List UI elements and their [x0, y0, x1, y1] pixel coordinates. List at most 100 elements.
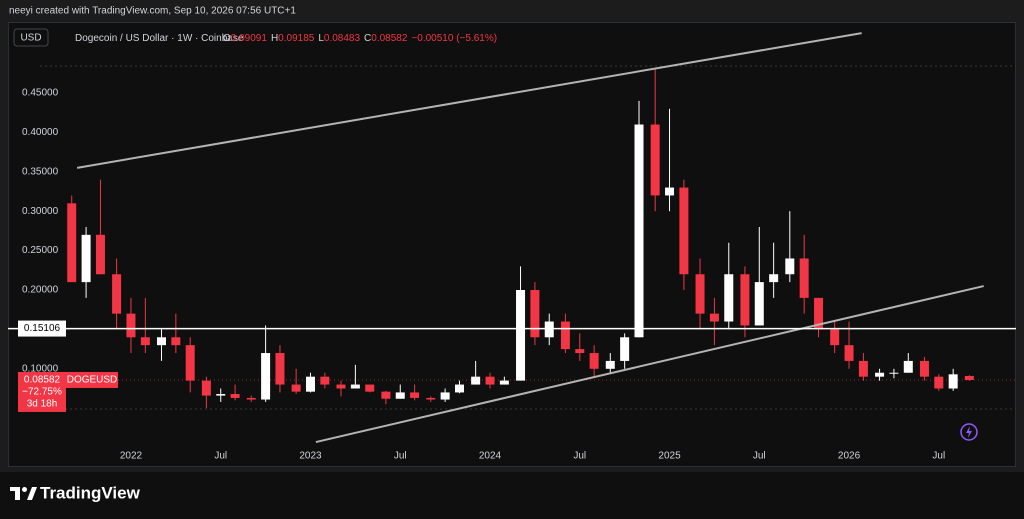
- symbol-label-box: [66, 371, 118, 388]
- candle-body: [695, 274, 705, 314]
- candle-body: [814, 297, 824, 330]
- price-label-box: [18, 371, 66, 412]
- candle-body: [246, 397, 256, 400]
- x-tick-label: Jul: [753, 451, 766, 462]
- candle-body: [560, 321, 570, 350]
- y-tick-label: 0.10000: [22, 363, 59, 374]
- candle-body: [650, 124, 660, 196]
- horizontal-line-label-box: [18, 320, 66, 337]
- candle-body: [785, 258, 795, 275]
- candle-body: [889, 372, 899, 374]
- price-label: 0.08582: [24, 375, 61, 386]
- candle-body: [126, 313, 136, 338]
- candle-body: [95, 234, 105, 275]
- candle-body: [665, 187, 675, 196]
- candle-body: [769, 274, 779, 283]
- x-tick-label: 2024: [479, 451, 502, 462]
- legend-title: Dogecoin / US Dollar · 1W · Coinbase: [75, 33, 244, 44]
- icon-ring: [960, 423, 978, 441]
- candle-body: [964, 375, 974, 380]
- brand-logo: [10, 487, 37, 500]
- candle-body: [589, 353, 599, 369]
- candle-body: [156, 337, 166, 346]
- logo-shape: [10, 487, 20, 500]
- candle-body: [709, 313, 719, 322]
- currency-box: [13, 28, 49, 47]
- candle-body: [350, 384, 360, 389]
- footer-bar: [0, 472, 1024, 519]
- candle-body: [919, 360, 929, 377]
- candle-body: [140, 337, 150, 346]
- lightning-icon: [960, 423, 978, 441]
- candle-body: [216, 394, 226, 396]
- legend-label: C: [364, 33, 371, 44]
- candle-body: [230, 394, 240, 398]
- candle-body: [426, 397, 436, 400]
- ohlc-legend: O0.09091 H0.09185 L0.08483 C0.08582 −0.00510…: [223, 33, 497, 44]
- y-tick-label: 0.30000: [22, 206, 59, 217]
- candle-body: [171, 337, 181, 346]
- candle-body: [275, 353, 285, 385]
- candle-body: [544, 321, 554, 338]
- candle-body: [67, 203, 77, 283]
- y-tick-label: 0.45000: [22, 88, 59, 99]
- legend-label: O: [223, 33, 231, 44]
- candle-body: [724, 274, 734, 322]
- candle-body: [336, 384, 346, 389]
- candle-body: [605, 360, 615, 369]
- x-tick-label: Jul: [932, 451, 945, 462]
- candle-body: [381, 391, 391, 399]
- legend-label: L: [318, 33, 324, 44]
- candle-body: [291, 384, 301, 392]
- candle-body: [620, 337, 630, 361]
- trend-line: [76, 32, 862, 169]
- credit: neeyi created with TradingView.com, Sep …: [9, 6, 296, 17]
- x-tick-label: 2023: [299, 451, 322, 462]
- legend-label: H: [271, 33, 278, 44]
- candle-body: [320, 376, 330, 385]
- candle-body: [112, 274, 122, 314]
- change-label: −72.75%: [22, 387, 62, 398]
- candle-body: [903, 360, 913, 373]
- candle-body: [844, 345, 854, 361]
- candle-body: [575, 349, 585, 354]
- horizontal-line-label: 0.15106: [24, 323, 61, 334]
- candle-body: [830, 329, 840, 346]
- plot-area: 0.10000 0.20000 0.25000 0.30000 0.35000 0.400…: [8, 32, 1016, 462]
- x-tick-label: Jul: [573, 451, 586, 462]
- candle-body: [365, 384, 375, 392]
- candle-body: [634, 124, 644, 338]
- candle-body: [81, 234, 91, 283]
- x-tick-label: Jul: [214, 451, 227, 462]
- legend-value: 0.09091: [231, 33, 268, 44]
- logo-dot: [22, 487, 27, 492]
- legend-value: 0.08483: [324, 33, 361, 44]
- trend-line: [315, 285, 984, 444]
- candle-body: [530, 289, 540, 338]
- candle-body: [440, 392, 450, 400]
- legend-change: −0.00510 (−5.61%): [411, 33, 497, 44]
- icon-bolt: [966, 426, 972, 438]
- brand-name: TradingView: [40, 483, 141, 502]
- candle-body: [395, 392, 405, 399]
- candle-body: [740, 274, 750, 326]
- candle-body: [934, 376, 944, 389]
- candle-body: [948, 374, 958, 389]
- x-tick-label: 2026: [838, 451, 861, 462]
- symbol-title: Dogecoin / US Dollar · 1W · Coinbase: [75, 33, 244, 44]
- candle-body: [858, 360, 868, 377]
- candle-body: [875, 372, 885, 377]
- candle-body: [185, 345, 195, 381]
- candle-body: [261, 353, 271, 400]
- candle-body: [485, 376, 495, 385]
- x-tick-label: 2022: [120, 451, 143, 462]
- legend-value: 0.09185: [278, 33, 315, 44]
- candle-body: [679, 187, 689, 275]
- candle-body: [471, 376, 481, 385]
- candle-body: [499, 380, 509, 385]
- countdown-label: 3d 18h: [27, 399, 58, 410]
- candle-body: [516, 289, 526, 381]
- y-tick-label: 0.40000: [22, 127, 59, 138]
